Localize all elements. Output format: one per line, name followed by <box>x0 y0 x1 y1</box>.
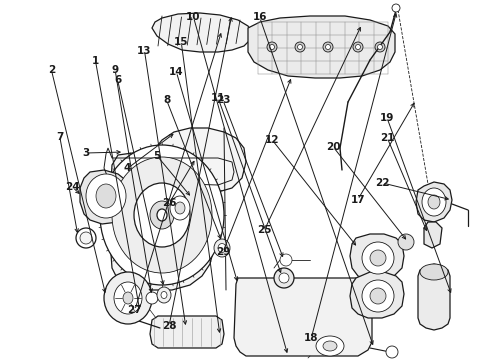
Text: 14: 14 <box>169 67 184 77</box>
Text: 4: 4 <box>123 163 131 174</box>
Ellipse shape <box>420 264 448 280</box>
Text: 10: 10 <box>186 12 201 22</box>
Ellipse shape <box>422 188 446 216</box>
Polygon shape <box>234 278 372 356</box>
Ellipse shape <box>218 243 226 252</box>
Ellipse shape <box>270 45 274 50</box>
Polygon shape <box>80 170 132 224</box>
Text: 16: 16 <box>252 12 267 22</box>
Ellipse shape <box>295 42 305 52</box>
Ellipse shape <box>150 201 174 229</box>
Polygon shape <box>152 13 252 52</box>
Polygon shape <box>350 272 404 318</box>
Text: 19: 19 <box>380 113 394 123</box>
Ellipse shape <box>323 42 333 52</box>
Text: 24: 24 <box>65 182 80 192</box>
Ellipse shape <box>114 282 142 314</box>
Ellipse shape <box>96 184 116 208</box>
Text: 11: 11 <box>211 93 225 103</box>
Ellipse shape <box>104 272 152 324</box>
Text: 7: 7 <box>56 132 64 142</box>
Polygon shape <box>110 128 246 290</box>
Ellipse shape <box>214 239 230 257</box>
Ellipse shape <box>323 341 337 351</box>
Ellipse shape <box>157 287 171 303</box>
Text: 22: 22 <box>375 178 390 188</box>
Text: 25: 25 <box>257 225 272 235</box>
Text: 5: 5 <box>153 150 160 161</box>
Text: 8: 8 <box>163 95 170 105</box>
Ellipse shape <box>370 250 386 266</box>
Ellipse shape <box>325 45 330 50</box>
Polygon shape <box>416 182 452 222</box>
Ellipse shape <box>279 273 289 283</box>
Text: 28: 28 <box>162 321 176 331</box>
Text: 23: 23 <box>216 95 230 105</box>
Text: 1: 1 <box>92 56 99 66</box>
Ellipse shape <box>100 145 224 285</box>
Ellipse shape <box>428 195 440 209</box>
Text: 13: 13 <box>137 46 152 56</box>
Ellipse shape <box>86 174 126 218</box>
Text: 18: 18 <box>304 333 318 343</box>
Ellipse shape <box>76 228 96 248</box>
Polygon shape <box>424 222 442 248</box>
Polygon shape <box>418 264 450 330</box>
Text: 29: 29 <box>216 247 230 257</box>
Text: 26: 26 <box>162 198 176 208</box>
Ellipse shape <box>134 183 190 247</box>
Polygon shape <box>350 234 404 280</box>
Text: 20: 20 <box>326 142 341 152</box>
Text: 17: 17 <box>350 195 365 205</box>
Polygon shape <box>150 316 224 348</box>
Text: 6: 6 <box>114 75 121 85</box>
Ellipse shape <box>362 242 394 274</box>
Ellipse shape <box>175 202 185 214</box>
Ellipse shape <box>161 292 167 298</box>
Text: 3: 3 <box>82 148 89 158</box>
Ellipse shape <box>386 346 398 358</box>
Text: 21: 21 <box>380 132 394 143</box>
Ellipse shape <box>362 280 394 312</box>
Text: 2: 2 <box>48 65 55 75</box>
Text: 12: 12 <box>265 135 279 145</box>
Ellipse shape <box>280 254 292 266</box>
Ellipse shape <box>353 42 363 52</box>
Ellipse shape <box>297 45 302 50</box>
Ellipse shape <box>170 196 190 220</box>
Ellipse shape <box>356 45 361 50</box>
Ellipse shape <box>316 336 344 356</box>
Ellipse shape <box>267 42 277 52</box>
Ellipse shape <box>123 292 133 304</box>
Polygon shape <box>248 16 395 78</box>
Ellipse shape <box>398 234 414 250</box>
Text: 15: 15 <box>174 37 189 48</box>
Ellipse shape <box>157 209 167 221</box>
Ellipse shape <box>146 292 158 304</box>
Ellipse shape <box>370 288 386 304</box>
Ellipse shape <box>377 45 383 50</box>
Text: 27: 27 <box>127 305 142 315</box>
Ellipse shape <box>392 4 400 12</box>
Text: 9: 9 <box>112 65 119 75</box>
Ellipse shape <box>375 42 385 52</box>
Ellipse shape <box>274 268 294 288</box>
Ellipse shape <box>112 157 212 273</box>
Ellipse shape <box>80 232 92 244</box>
